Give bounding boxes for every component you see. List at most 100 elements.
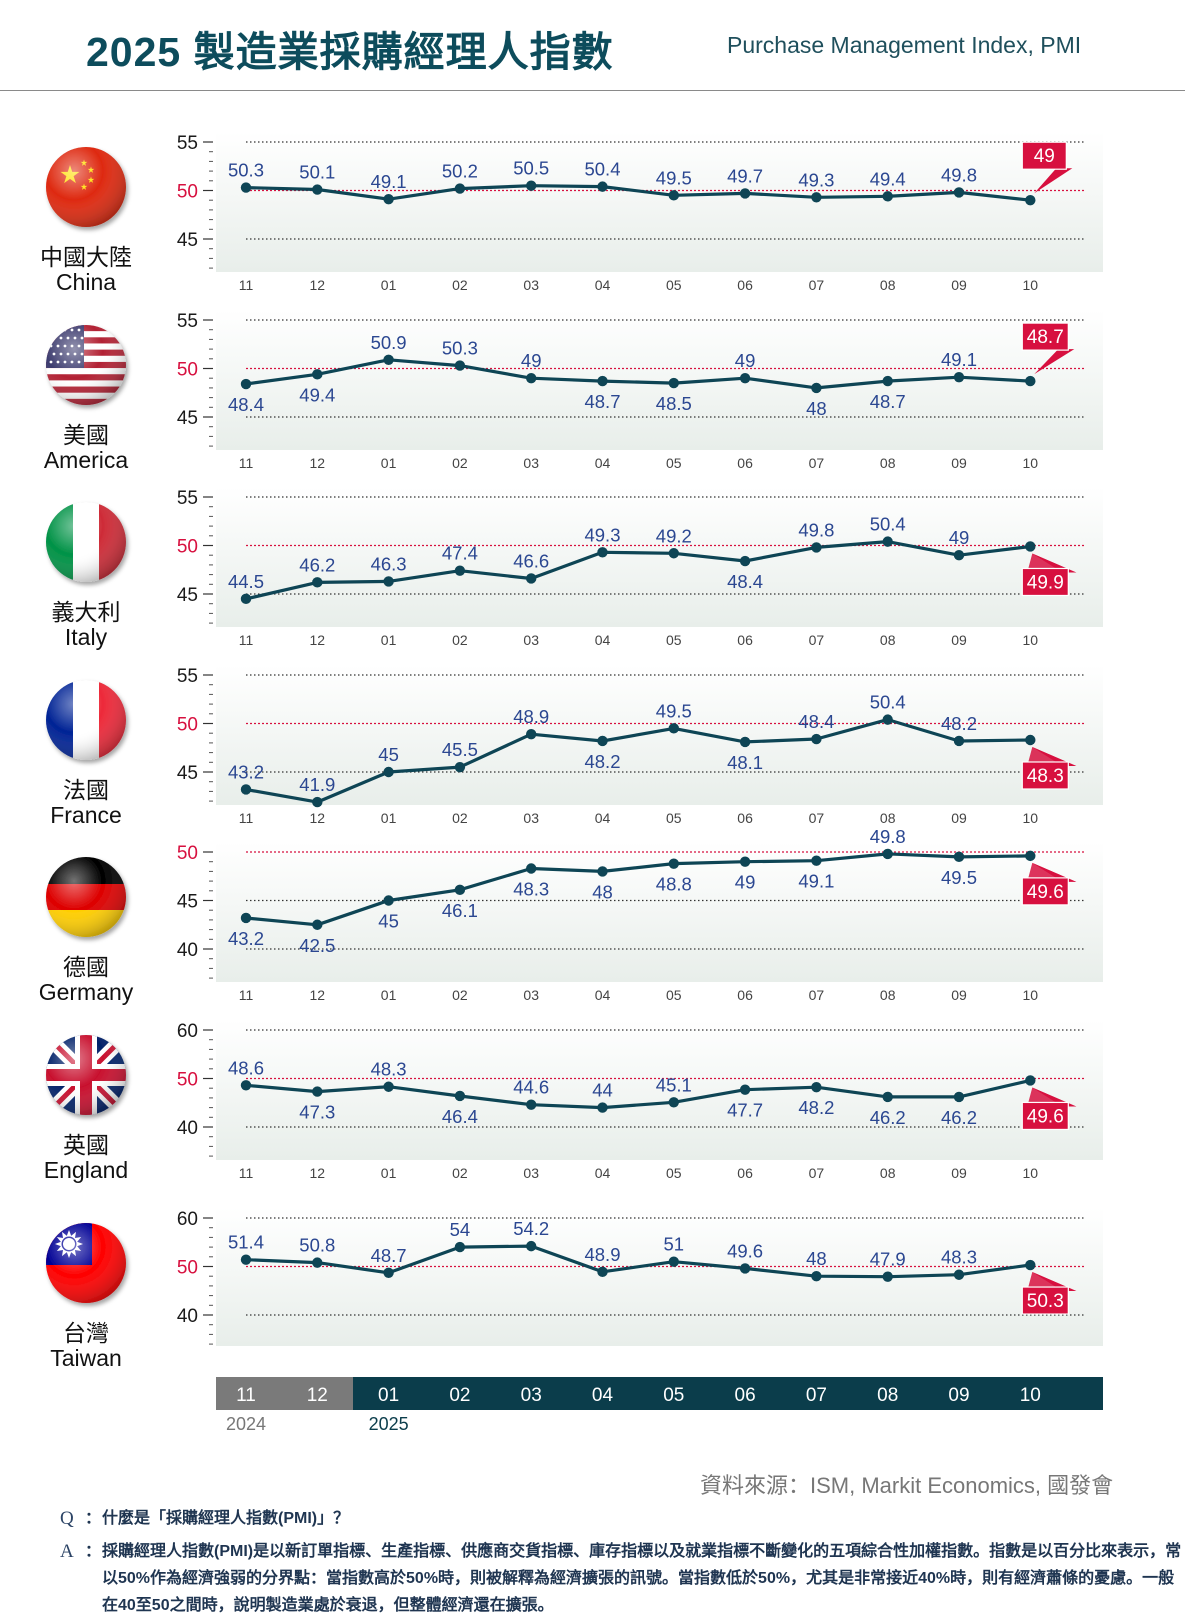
data-point [597, 1102, 608, 1113]
data-point [1025, 734, 1036, 746]
data-label: 48.3 [371, 1059, 407, 1080]
data-point [526, 573, 537, 584]
chart-panel-italy: 55 50 45 44.5 46.2 46.3 47.4 46.6 49.3 49.2 48.4 49… [46, 487, 1103, 650]
data-label: 45.1 [656, 1074, 692, 1095]
data-point [882, 375, 893, 387]
data-point [953, 372, 965, 383]
x-tick-label: 03 [523, 455, 539, 471]
data-label: 50.4 [584, 159, 620, 180]
x-tick-label: 01 [381, 277, 397, 293]
y-tick-label: 50 [177, 182, 198, 203]
data-label: 48.5 [656, 393, 692, 414]
data-point [383, 1081, 394, 1092]
x-tick-label: 10 [1023, 455, 1039, 471]
series-line [245, 358, 1031, 390]
data-point [953, 550, 965, 561]
data-label: 50.9 [371, 332, 407, 353]
data-point [312, 577, 323, 588]
chart-panel-china: 55 50 45 50.3 50.1 49.1 50.2 50.5 50.4 49.5 49.7 49… [40, 132, 1103, 295]
data-point [597, 547, 608, 558]
x-tick-label: 02 [452, 1165, 468, 1181]
data-label: 48 [592, 881, 613, 902]
country-name-en: Taiwan [50, 1345, 122, 1371]
x-tick-label: 07 [809, 455, 825, 471]
data-point [668, 190, 679, 201]
x-tick-label: 12 [310, 455, 326, 471]
timeline-2024-segment [216, 1377, 353, 1410]
data-point [526, 1099, 537, 1110]
data-point [668, 723, 679, 734]
timeline-month: 05 [663, 1385, 684, 1406]
latest-value-label: 48.7 [1027, 327, 1064, 348]
x-tick-label: 08 [880, 987, 896, 1003]
callout-arrow [1034, 168, 1073, 194]
series-line [245, 852, 1031, 927]
x-tick-label: 01 [381, 455, 397, 471]
flag-star [49, 328, 53, 332]
data-point [882, 714, 893, 725]
panel-background [216, 487, 1103, 627]
data-label: 50.4 [870, 692, 906, 713]
data-label: 46.2 [299, 554, 335, 575]
x-tick-label: 07 [809, 277, 825, 293]
italy-flag [46, 502, 126, 582]
y-tick-label: 60 [177, 1021, 198, 1042]
y-tick-label: 40 [177, 940, 198, 961]
data-label: 43.2 [228, 761, 264, 782]
data-point [312, 796, 323, 808]
data-point [1025, 195, 1036, 206]
x-tick-label: 06 [737, 632, 753, 648]
x-tick-label: 12 [310, 632, 326, 648]
data-point [383, 354, 394, 365]
chart-panel-france: 55 50 45 43.2 41.9 45 45.5 48.9 48.2 49.5 48.1 48.4… [46, 665, 1103, 828]
data-point [383, 1267, 394, 1279]
flag-gloss [46, 1035, 126, 1115]
x-tick-label: 04 [595, 987, 611, 1003]
data-point [739, 856, 751, 867]
data-label: 41.9 [299, 774, 335, 795]
x-tick-label: 03 [523, 810, 539, 826]
taiwan-flag [46, 1223, 126, 1303]
data-point [811, 855, 822, 866]
x-tick-label: 10 [1023, 1165, 1039, 1181]
data-point [739, 1263, 751, 1274]
page-header: 2025 製造業採購經理人指數 Purchase Management Inde… [0, 0, 1185, 91]
data-point [454, 1241, 466, 1253]
data-label: 49 [735, 872, 756, 893]
china-flag [46, 147, 126, 227]
data-point [882, 536, 893, 547]
panel-background [216, 132, 1103, 272]
latest-value-box [1021, 322, 1069, 351]
series-line [245, 717, 1031, 804]
x-tick-label: 04 [595, 277, 611, 293]
country-name-zh: 中國大陸 [40, 244, 132, 270]
chart-panel-america: 55 50 45 48.4 49.4 50.9 50.3 49 48.7 48.5 49 48 48.7… [44, 310, 1103, 473]
question-text: 什麼是「採購經理人指數(PMI)」？ [102, 1510, 350, 1527]
x-tick-label: 02 [452, 277, 468, 293]
year-label-2024: 2024 [226, 1414, 266, 1434]
x-tick-label: 08 [880, 1165, 896, 1181]
data-point [240, 1254, 252, 1265]
x-tick-label: 02 [452, 987, 468, 1003]
latest-value-label: 49.9 [1027, 572, 1064, 593]
x-tick-label: 04 [595, 810, 611, 826]
data-point [739, 555, 751, 567]
data-point [312, 369, 323, 380]
x-tick-label: 08 [880, 455, 896, 471]
x-tick-label: 08 [880, 810, 896, 826]
data-label: 49 [949, 527, 970, 548]
data-label: 48.2 [941, 713, 977, 734]
data-label: 48.4 [798, 711, 834, 732]
y-tick-label: 50 [177, 360, 198, 381]
data-label: 48.3 [513, 878, 549, 899]
data-label: 50.1 [299, 162, 335, 183]
france-flag [46, 680, 126, 760]
y-tick-label: 55 [177, 666, 198, 687]
series-line [245, 184, 1031, 202]
data-label: 51.4 [228, 1232, 264, 1253]
data-point [739, 1084, 751, 1095]
timeline-month: 08 [877, 1385, 898, 1406]
x-tick-label: 03 [523, 987, 539, 1003]
data-point [882, 848, 893, 860]
data-label: 48.2 [584, 751, 620, 772]
